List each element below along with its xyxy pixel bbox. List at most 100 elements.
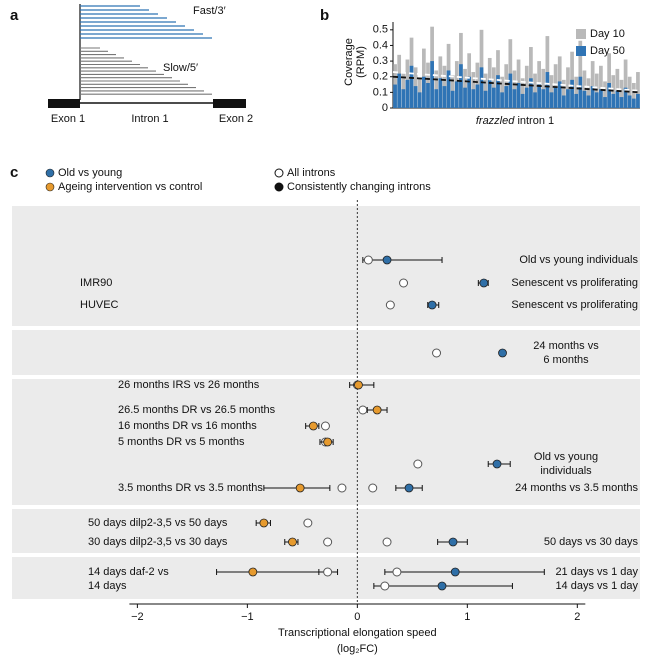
bar	[599, 89, 603, 108]
point	[295, 483, 305, 493]
bar	[512, 89, 517, 108]
legend-marker	[45, 168, 55, 178]
bar	[615, 90, 620, 108]
bar	[520, 78, 525, 108]
row-label: IMR90	[80, 277, 112, 289]
bar	[434, 70, 439, 108]
bar	[619, 97, 624, 108]
row-label: 50 days vs 30 days	[544, 536, 639, 548]
x-tick-label: 0	[354, 611, 360, 623]
bar	[561, 79, 566, 108]
bar	[533, 92, 537, 108]
bar	[590, 86, 595, 108]
bar	[426, 82, 430, 108]
point	[448, 537, 458, 547]
y-axis-label: Coverage	[343, 38, 355, 86]
bar	[541, 68, 546, 108]
point	[303, 518, 313, 528]
x-tick-label: −2	[131, 611, 144, 623]
bar	[529, 47, 533, 108]
exon-label: Exon 2	[219, 113, 253, 125]
bar	[578, 76, 583, 108]
bar	[570, 79, 574, 108]
bar	[500, 92, 504, 108]
point	[368, 483, 378, 493]
bar	[393, 84, 397, 108]
bar	[561, 95, 566, 108]
bar	[533, 73, 537, 108]
bar	[636, 72, 640, 108]
legend-label: All introns	[287, 167, 336, 179]
bar	[479, 67, 484, 108]
row-label: HUVEC	[80, 299, 119, 311]
bar	[586, 95, 591, 108]
point	[259, 518, 269, 528]
x-tick-label: 2	[574, 611, 580, 623]
bar	[537, 84, 541, 108]
bar	[553, 87, 558, 108]
bar	[578, 40, 583, 108]
row-label: Old vs young	[534, 451, 598, 463]
x-axis-label: Transcriptional elongation speed	[278, 627, 437, 639]
point	[413, 459, 423, 469]
exon-label: Exon 1	[51, 113, 85, 125]
bar	[623, 87, 628, 108]
row-label: Senescent vs proliferating	[511, 277, 638, 289]
bar	[545, 72, 550, 108]
bar	[401, 89, 406, 108]
bar	[599, 65, 603, 108]
y-tick-label: 0.3	[373, 55, 388, 67]
point	[404, 483, 414, 493]
bar	[430, 61, 434, 108]
bar	[594, 92, 599, 108]
bar	[623, 59, 628, 108]
bar	[549, 75, 554, 108]
legend-label: Consistently changing introns	[287, 181, 431, 193]
row-label: Senescent vs proliferating	[511, 299, 638, 311]
bar	[459, 64, 463, 108]
legend-label: Old vs young	[58, 167, 122, 179]
point	[498, 348, 507, 358]
x-axis-label-part: intron 1	[517, 115, 554, 127]
intron-label: Intron 1	[131, 113, 168, 125]
point	[427, 300, 437, 310]
point	[358, 405, 368, 415]
row-label: 21 days vs 1 day	[555, 566, 638, 578]
point	[380, 581, 390, 591]
row-label: 6 months	[543, 354, 589, 366]
point	[248, 567, 258, 577]
bar	[627, 95, 632, 108]
bar	[508, 73, 513, 108]
bar	[627, 76, 632, 108]
bar	[487, 79, 492, 108]
bar	[405, 79, 410, 108]
trend-line	[392, 71, 641, 92]
bar	[516, 82, 521, 108]
row-label: 26 months IRS vs 26 months	[118, 379, 260, 391]
legend-label: Day 10	[590, 28, 625, 40]
row-label: 14 days	[88, 580, 127, 592]
panel-label: a	[10, 7, 19, 24]
group-band	[12, 206, 640, 326]
trend-line	[392, 75, 641, 94]
point	[323, 437, 333, 447]
bar	[557, 81, 562, 108]
point	[437, 581, 447, 591]
point	[382, 537, 392, 547]
legend-swatch	[576, 46, 586, 56]
bar	[483, 90, 488, 108]
x-tick-label: −1	[241, 611, 254, 623]
bar	[492, 87, 496, 108]
row-label: 14 days vs 1 day	[555, 580, 638, 592]
bar	[500, 76, 504, 108]
x-axis-label-part: frazzled	[476, 115, 515, 127]
bar	[463, 87, 467, 108]
bar	[496, 75, 500, 108]
panel-label: b	[320, 7, 329, 24]
point	[354, 380, 363, 390]
bar	[524, 87, 529, 108]
bar	[636, 93, 640, 108]
bar	[574, 76, 579, 108]
panel-label: c	[10, 164, 18, 181]
